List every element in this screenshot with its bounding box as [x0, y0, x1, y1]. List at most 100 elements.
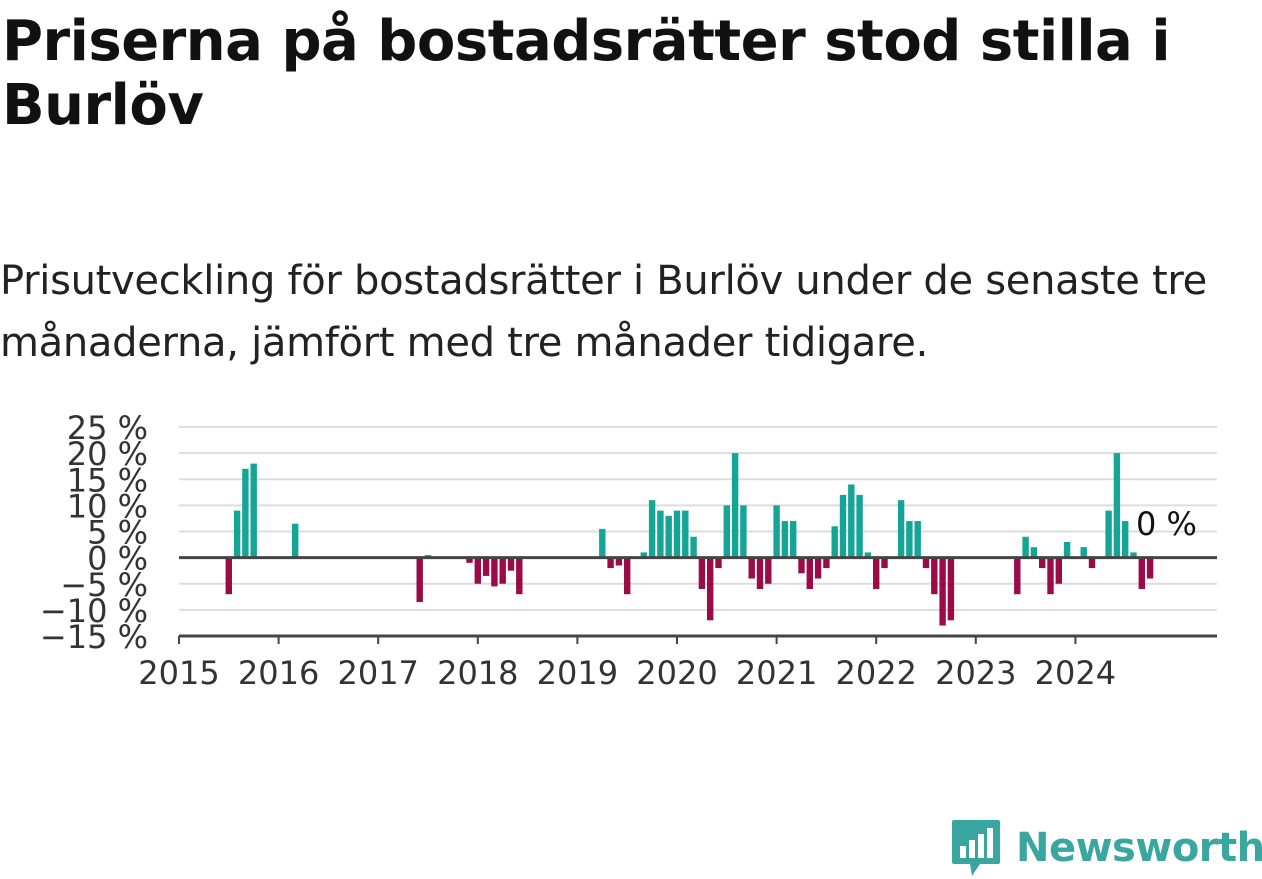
bar: [931, 557, 938, 595]
bar: [831, 526, 838, 558]
latest-value-label: 0 %: [1136, 505, 1197, 543]
bar: [233, 510, 241, 558]
bar: [1130, 552, 1137, 558]
bar: [839, 494, 847, 558]
bar: [657, 510, 664, 558]
bar: [665, 515, 672, 558]
bar: [740, 505, 747, 558]
bar: [673, 510, 681, 558]
bar: [1146, 557, 1154, 579]
bar: [1088, 557, 1096, 569]
y-tick-label: 20 %: [67, 435, 148, 473]
x-tick-label: 2015: [138, 654, 219, 692]
newsworthy-logo-icon: [952, 820, 1000, 876]
bar: [914, 521, 921, 558]
bar: [939, 557, 946, 626]
bar: [292, 523, 299, 558]
bar: [607, 557, 614, 569]
bar: [499, 557, 506, 584]
bar: [1122, 521, 1129, 558]
bar: [1039, 557, 1046, 569]
bar: [814, 557, 822, 579]
bar: [881, 557, 888, 569]
bar: [748, 557, 755, 579]
x-tick-label: 2017: [337, 654, 418, 692]
bar: [225, 557, 232, 595]
bar: [806, 557, 813, 589]
bar: [682, 510, 689, 558]
bar: [1063, 541, 1071, 558]
x-tick-label: 2019: [537, 654, 618, 692]
bar: [599, 528, 606, 558]
y-axis-ticks: 25 %20 %15 %10 %5 %0 %−5 %−10 %−15 %: [40, 409, 148, 656]
bar: [698, 557, 706, 589]
y-tick-label: −10 %: [40, 592, 148, 630]
x-tick-label: 2020: [636, 654, 717, 692]
x-tick-label: 2018: [437, 654, 518, 692]
bar: [516, 557, 523, 595]
bar: [1022, 536, 1029, 558]
bar: [715, 557, 722, 569]
bar: [242, 468, 249, 558]
bar: [1113, 453, 1121, 558]
x-tick-label: 2024: [1035, 654, 1116, 692]
bar: [624, 557, 631, 595]
bar: [922, 557, 930, 569]
bar: [823, 557, 830, 569]
x-tick-label: 2016: [238, 654, 319, 692]
gridlines: [179, 426, 1217, 611]
annotations: 0 %: [1136, 505, 1197, 543]
chart-subtitle: Prisutveckling för bostadsrätter i Burlö…: [0, 258, 1207, 366]
bar: [474, 557, 481, 584]
bar: [1138, 557, 1145, 589]
bar: [1014, 557, 1021, 595]
bar: [765, 557, 772, 584]
bar: [1080, 547, 1087, 558]
bar: [1030, 547, 1038, 558]
y-tick-label: −15 %: [40, 618, 148, 656]
axes: [179, 556, 1217, 638]
bar: [906, 521, 913, 558]
y-tick-label: 0 %: [87, 540, 148, 578]
y-tick-label: 10 %: [67, 487, 148, 525]
bar: [873, 557, 880, 589]
bar: [856, 494, 863, 558]
bar: [250, 463, 257, 558]
bar: [707, 557, 714, 621]
bar-chart: 25 %20 %15 %10 %5 %0 %−5 %−10 %−15 % 201…: [40, 409, 1217, 692]
bar: [690, 536, 697, 558]
chart-title: Priserna på bostadsrätter stod stilla i …: [2, 9, 1171, 138]
bar: [1105, 510, 1112, 558]
newsworthy-logo: Newsworthy: [950, 818, 1262, 878]
brand-name: Newsworthy: [1016, 825, 1262, 871]
bar: [798, 557, 805, 574]
y-tick-label: 15 %: [67, 461, 148, 499]
y-tick-label: −5 %: [60, 566, 148, 604]
x-tick-label: 2023: [935, 654, 1016, 692]
bar: [864, 552, 872, 558]
y-tick-label: 5 %: [87, 514, 148, 552]
bar: [731, 453, 739, 558]
bar: [615, 557, 623, 566]
bar: [491, 557, 498, 587]
bar: [1047, 557, 1054, 595]
bar: [756, 557, 764, 589]
x-tick-label: 2022: [835, 654, 916, 692]
bar: [482, 557, 490, 576]
bar: [648, 500, 656, 558]
bar: [790, 521, 797, 558]
x-axis-ticks: 2015 2016 2017 2018 2019 2020 2021 2022 2023 2024: [138, 636, 1116, 692]
bar: [723, 505, 730, 558]
bar: [781, 521, 789, 558]
bar: [773, 505, 780, 558]
x-tick-label: 2021: [736, 654, 817, 692]
bar: [466, 557, 473, 563]
bars: [225, 453, 1154, 626]
bar: [1055, 557, 1062, 584]
bar: [897, 500, 905, 558]
bar: [947, 557, 955, 621]
bar: [416, 557, 423, 603]
bar: [848, 484, 855, 558]
bar: [507, 557, 515, 571]
y-tick-label: 25 %: [67, 409, 148, 447]
